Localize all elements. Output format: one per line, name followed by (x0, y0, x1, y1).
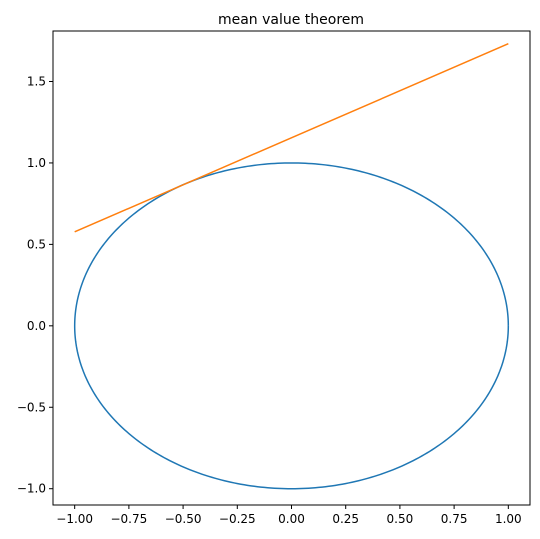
x-tick-label: 1.00 (495, 512, 522, 526)
y-tick-label: −0.5 (17, 400, 46, 414)
y-tick-label: 1.5 (27, 74, 46, 88)
x-tick-label: −0.75 (110, 512, 147, 526)
unit-circle-line (73, 162, 510, 490)
x-tick-label: 0.00 (278, 512, 305, 526)
y-tick-label: −1.0 (17, 482, 46, 496)
x-tick-label: −0.25 (219, 512, 256, 526)
y-tick-label: 0.0 (27, 319, 46, 333)
x-tick-label: 0.75 (441, 512, 468, 526)
x-tick-label: −1.00 (56, 512, 93, 526)
x-tick-label: 0.50 (387, 512, 414, 526)
x-axis: −1.00 −0.75 −0.50 −0.25 0.00 0.25 0.50 0.75 1.00 (56, 505, 522, 526)
secant-line (74, 43, 509, 233)
chart-title: mean value theorem (218, 12, 364, 28)
y-tick-label: 1.0 (27, 156, 46, 170)
y-tick-label: 0.5 (27, 237, 46, 251)
series-layer (73, 43, 510, 490)
x-tick-label: 0.25 (332, 512, 359, 526)
x-tick-label: −0.50 (165, 512, 202, 526)
y-axis: −1.0 −0.5 0.0 0.5 1.0 1.5 (17, 74, 53, 496)
plot-frame (52, 30, 531, 506)
